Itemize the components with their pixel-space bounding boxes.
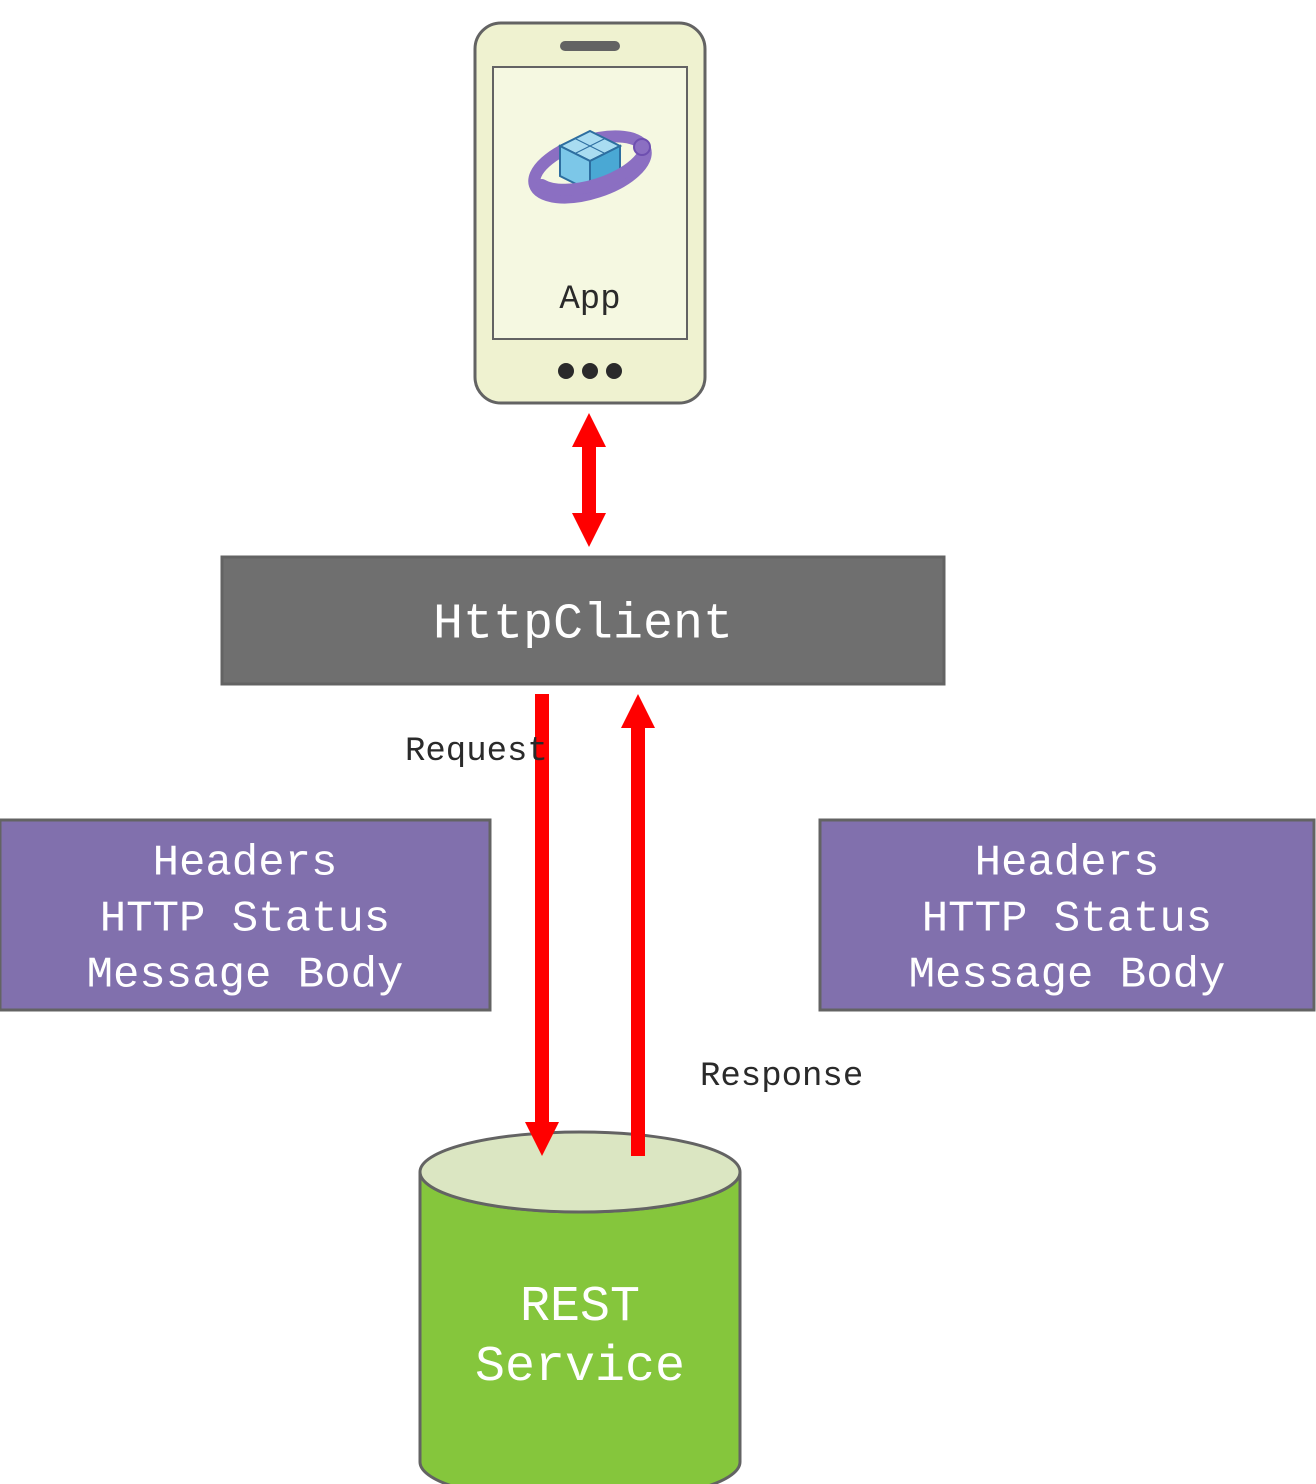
arrow-response	[621, 694, 655, 1156]
response-headers-box-line: Headers	[975, 839, 1160, 889]
request-headers-box: Headers HTTP Status Message Body	[0, 820, 490, 1010]
request-label: Request	[405, 733, 548, 771]
httpclient-label: HttpClient	[433, 597, 733, 654]
phone-device: App	[475, 23, 705, 403]
httpclient-box: HttpClient	[222, 557, 944, 684]
rest-service-cylinder: RESTService	[420, 1132, 740, 1484]
response-headers-box-line: Message Body	[909, 951, 1226, 1001]
rest-service-label-line: Service	[475, 1339, 685, 1396]
arrow-app-httpclient	[572, 413, 606, 547]
response-headers-box: Headers HTTP Status Message Body	[820, 820, 1314, 1010]
request-headers-box-line: HTTP Status	[100, 895, 390, 945]
phone-app-label: App	[559, 281, 620, 319]
rest-service-label-line: REST	[520, 1279, 640, 1336]
response-headers-box-line: HTTP Status	[922, 895, 1212, 945]
request-headers-box-line: Headers	[153, 839, 338, 889]
request-headers-box-line: Message Body	[87, 951, 404, 1001]
response-label: Response	[700, 1058, 863, 1096]
